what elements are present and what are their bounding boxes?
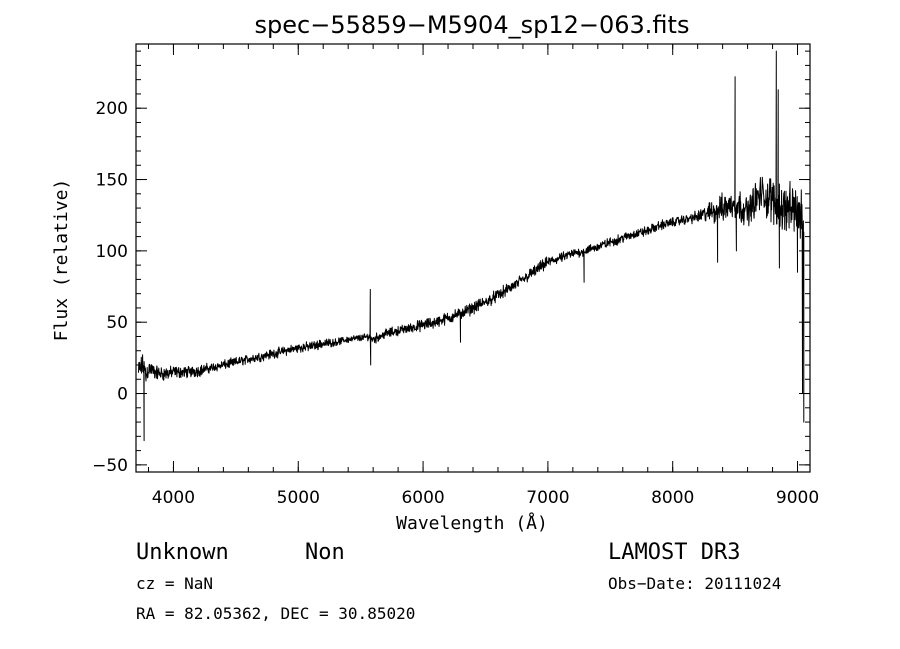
coordinates: RA = 82.05362, DEC = 30.85020 [136,604,415,623]
y-tick-label: −50 [92,456,128,476]
y-tick-label: 0 [117,385,128,405]
spectrum-line [138,50,805,442]
y-tick-label: 50 [106,313,128,333]
y-tick-label: 150 [96,171,128,191]
y-tick-label: 100 [96,242,128,262]
spectrum-series [138,50,805,442]
object-class: Unknown [136,540,229,565]
x-axis-label: Wavelength (Å) [396,512,548,534]
chart-title: spec−55859−M5904_sp12−063.fits [255,11,690,39]
x-tick-label: 6000 [401,488,444,508]
x-tick-label: 7000 [526,488,569,508]
object-subclass: Non [305,540,345,565]
x-tick-label: 5000 [277,488,320,508]
y-tick-label: 200 [96,99,128,119]
x-tick-label: 8000 [651,488,694,508]
survey-name: LAMOST DR3 [608,540,740,565]
obs-date: Obs−Date: 20111024 [608,574,781,593]
x-tick-label: 4000 [152,488,195,508]
plot-frame [135,43,811,473]
axis-ticks [136,44,810,472]
y-axis-label: Flux (relative) [51,179,72,342]
redshift: cz = NaN [136,574,213,593]
tick-labels: 4000 5000 6000 7000 8000 9000 −50 0 50 100 150 200 [92,99,819,508]
x-tick-label: 9000 [776,488,819,508]
